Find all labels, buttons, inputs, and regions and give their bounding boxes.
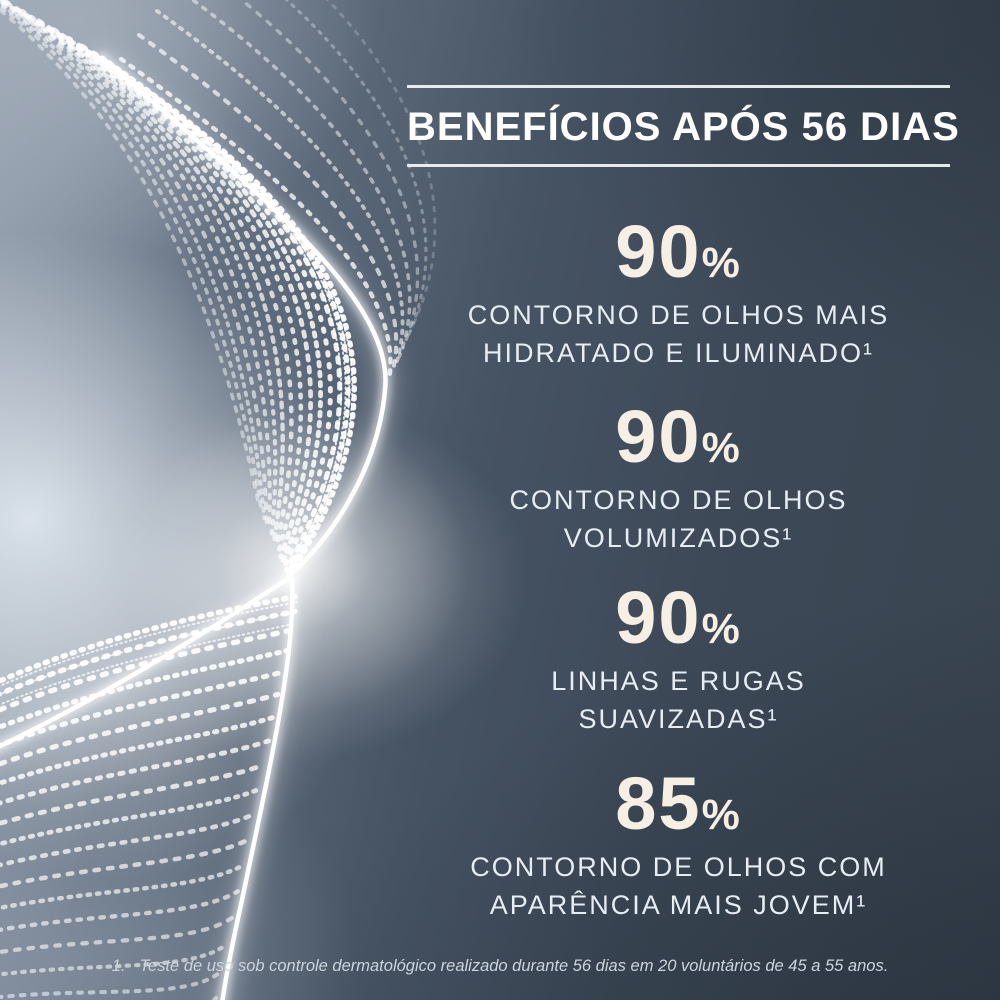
stat-description: CONTORNO DE OLHOS COM APARÊNCIA MAIS JOV… (470, 852, 887, 920)
stat-description: LINHAS E RUGAS SUAVIZADAS¹ (551, 666, 806, 734)
stat-block-hydration: 90% CONTORNO DE OLHOS MAIS HIDRATADO E I… (407, 210, 950, 372)
footnote-text: Teste de uso sob controle dermatológico … (139, 957, 889, 975)
stat-value: 90% (615, 395, 742, 478)
stat-description: CONTORNO DE OLHOS MAIS HIDRATADO E ILUMI… (467, 300, 890, 368)
header-rule-bottom (407, 164, 950, 167)
footnote: 1. Teste de uso sob controle dermatológic… (0, 954, 1000, 978)
percent-sign: % (701, 239, 742, 287)
benefits-content-column: BENEFÍCIOS APÓS 56 DIAS 90% CONTORNO DE … (407, 0, 960, 1000)
page-title: BENEFÍCIOS APÓS 56 DIAS (407, 105, 960, 149)
percent-sign: % (701, 424, 742, 472)
stat-block-volume: 90% CONTORNO DE OLHOS VOLUMIZADOS¹ (407, 395, 950, 557)
stat-value: 90% (615, 576, 742, 659)
stat-description: CONTORNO DE OLHOS VOLUMIZADOS¹ (509, 485, 848, 553)
stat-block-younger-look: 85% CONTORNO DE OLHOS COM APARÊNCIA MAIS… (407, 762, 950, 924)
stat-block-wrinkles: 90% LINHAS E RUGAS SUAVIZADAS¹ (407, 576, 950, 738)
stat-value: 90% (615, 210, 742, 293)
percent-sign: % (701, 605, 742, 653)
percent-sign: % (701, 791, 742, 839)
footnote-marker: 1. (111, 957, 126, 975)
stat-value: 85% (615, 762, 742, 845)
header-rule-top (407, 85, 950, 88)
